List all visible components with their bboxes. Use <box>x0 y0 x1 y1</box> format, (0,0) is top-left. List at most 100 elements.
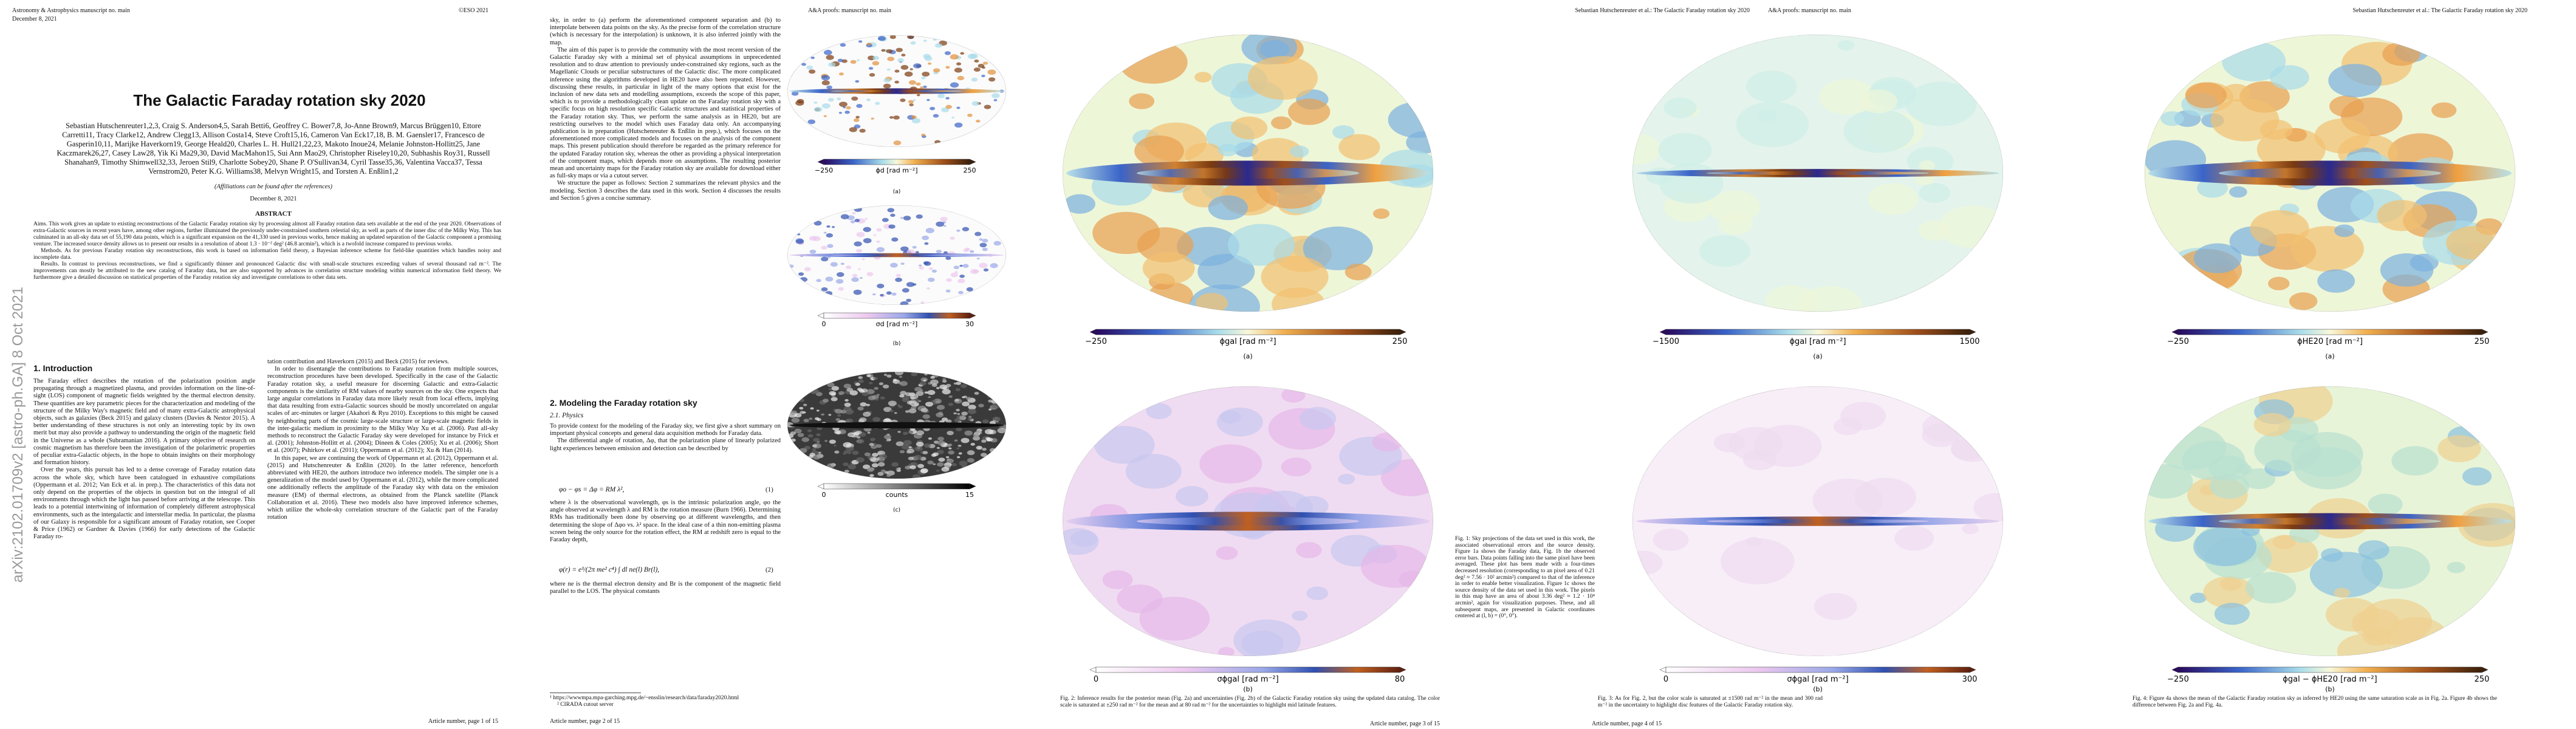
map-texture <box>947 431 954 436</box>
map-texture <box>1699 235 1750 267</box>
map-texture <box>826 55 834 60</box>
map-texture <box>974 391 979 395</box>
map-texture <box>891 462 899 467</box>
map-texture <box>923 53 931 59</box>
paper-title: The Galactic Faraday rotation sky 2020 <box>133 91 426 109</box>
map-texture <box>1736 101 1809 148</box>
map-texture <box>928 267 933 270</box>
map-texture <box>982 419 989 424</box>
map-texture <box>913 99 916 101</box>
map-texture <box>804 267 811 272</box>
paragraph: We structure the paper as follows: Secti… <box>550 180 781 202</box>
map-texture <box>795 239 804 244</box>
map-texture <box>950 82 959 88</box>
map-texture <box>867 467 874 472</box>
map-texture <box>1372 432 1403 452</box>
map-texture <box>934 43 942 48</box>
map-texture <box>975 231 982 236</box>
map-texture <box>2290 226 2364 272</box>
colorbar-end <box>1399 666 1406 673</box>
sky-map <box>2145 35 2515 312</box>
map-texture <box>2391 446 2439 476</box>
map-texture <box>798 272 804 276</box>
map-texture <box>938 457 945 462</box>
map-texture <box>874 386 879 390</box>
map-texture <box>1919 183 1951 203</box>
map-texture <box>956 229 961 232</box>
map-texture <box>905 392 912 397</box>
map-texture <box>911 403 915 406</box>
colorbar-label: σϕgal [rad m⁻²] <box>1787 675 1848 684</box>
map-texture <box>1754 425 1822 467</box>
map-texture <box>954 271 958 273</box>
colorbar-end <box>817 483 824 490</box>
map-texture <box>827 463 835 468</box>
map-texture <box>886 439 890 442</box>
map-texture <box>893 140 902 146</box>
map-texture <box>1231 116 1268 140</box>
map-texture <box>851 277 859 282</box>
panel-tag: (a) <box>893 189 901 195</box>
map-texture <box>869 73 875 77</box>
map-texture <box>1218 143 1238 157</box>
map-texture <box>1745 536 1762 547</box>
map-texture <box>956 447 960 450</box>
journal-line: Astronomy & Astrophysics manuscript no. … <box>12 7 130 14</box>
map-texture <box>926 287 930 290</box>
map-texture <box>895 277 902 282</box>
map-texture <box>936 400 940 403</box>
paragraph: In order to disentangle the contribution… <box>267 366 498 454</box>
map-texture <box>978 403 984 408</box>
map-texture <box>1289 145 1309 158</box>
map-texture <box>1859 89 1897 114</box>
map-texture <box>987 437 993 442</box>
galactic-plane-core <box>2219 518 2441 525</box>
map-texture <box>844 402 851 407</box>
map-texture <box>956 106 961 109</box>
map-texture <box>918 264 922 267</box>
map-texture <box>2229 186 2247 198</box>
map-texture <box>956 408 960 412</box>
map-texture <box>814 417 820 420</box>
map-texture <box>2268 276 2290 290</box>
map-texture <box>927 98 930 101</box>
date-line: December 8, 2021 <box>12 16 57 22</box>
map-texture <box>869 474 874 477</box>
map-texture <box>2377 200 2427 231</box>
map-texture <box>922 414 930 419</box>
map-texture <box>948 403 954 406</box>
map-texture <box>1102 570 1133 589</box>
colorbar-min: 0 <box>1094 675 1098 684</box>
map-texture <box>1360 544 1430 588</box>
paragraph: In this paper, we are continuing the wor… <box>267 454 498 521</box>
map-texture <box>850 60 857 64</box>
map-texture <box>954 122 963 128</box>
map-texture <box>810 407 814 410</box>
map-texture <box>2203 576 2255 609</box>
map-texture <box>827 98 834 102</box>
map-texture <box>829 391 837 395</box>
map-texture <box>1797 286 1863 312</box>
map-texture <box>831 397 838 402</box>
map-texture <box>900 217 903 219</box>
map-texture <box>886 474 891 477</box>
map-texture <box>1372 208 1390 219</box>
map-texture <box>827 382 835 388</box>
map-texture <box>946 278 952 282</box>
map-texture <box>962 396 965 399</box>
colorbar-min: 0 <box>822 491 826 499</box>
map-texture <box>851 96 858 101</box>
map-texture <box>923 85 927 88</box>
map-texture <box>953 412 957 415</box>
colorbar-max: 1500 <box>1959 337 1979 346</box>
map-texture <box>1332 125 1355 139</box>
map-texture <box>794 428 802 434</box>
map-texture <box>951 117 955 119</box>
map-texture <box>961 411 968 416</box>
map-texture <box>2458 503 2515 547</box>
map-texture <box>1721 538 1795 584</box>
map-texture <box>922 235 930 241</box>
map-texture <box>901 444 910 450</box>
map-texture <box>930 375 935 379</box>
